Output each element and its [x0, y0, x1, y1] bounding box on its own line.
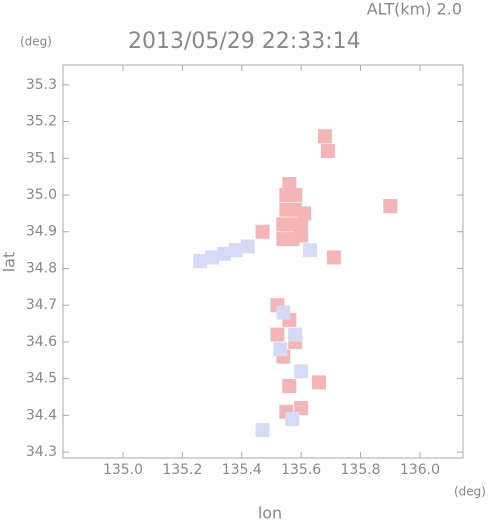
radar-cell [282, 177, 297, 192]
radar-cell [288, 327, 303, 342]
y-tick-label: 34.3 [26, 444, 57, 460]
radar-cell [288, 188, 303, 203]
y-axis-label: lat [0, 252, 19, 273]
x-tick-label: 135.6 [281, 462, 321, 478]
x-axis-label: lon [258, 504, 282, 521]
radar-cell [294, 217, 309, 232]
plot-frame [62, 64, 464, 459]
y-tick-label: 34.7 [26, 297, 57, 313]
chart-title: 2013/05/29 22:33:14 [128, 29, 361, 54]
radar-cell [311, 375, 326, 390]
radar-cell [216, 246, 231, 261]
radar-cell [255, 224, 270, 239]
radar-cell [317, 129, 332, 144]
x-tick-label: 136.0 [400, 462, 440, 478]
x-tick-label: 135.0 [103, 462, 143, 478]
y-tick-label: 34.9 [26, 224, 57, 240]
y-tick-label: 34.5 [26, 371, 57, 387]
y-tick-label: 35.3 [26, 77, 57, 93]
radar-cell [273, 342, 288, 357]
radar-cell [297, 206, 312, 221]
y-tick-label: 34.4 [26, 407, 57, 423]
radar-cell [205, 250, 220, 265]
radar-cell [228, 243, 243, 258]
radar-cell [240, 239, 255, 254]
radar-cell [303, 243, 318, 258]
radar-cell [193, 254, 208, 269]
y-tick-label: 34.8 [26, 260, 57, 276]
y-tick-label: 34.6 [26, 334, 57, 350]
radar-cell [320, 143, 335, 158]
radar-cell [282, 379, 297, 394]
subtitle: ALT(km) 2.0 [367, 0, 462, 19]
x-tick-label: 135.2 [162, 462, 202, 478]
radar-cell [255, 423, 270, 438]
radar-cell [270, 327, 285, 342]
radar-cell [326, 250, 341, 265]
radar-cell [294, 401, 309, 416]
y-unit: (deg) [20, 35, 52, 49]
radar-cell [383, 199, 398, 214]
y-tick-label: 35.2 [26, 114, 57, 130]
radar-cell [276, 305, 291, 320]
x-unit: (deg) [454, 485, 486, 499]
radar-cell [294, 364, 309, 379]
radar-cell [285, 412, 300, 427]
y-tick-label: 35.1 [26, 150, 57, 166]
x-tick-label: 135.8 [341, 462, 381, 478]
radar-cell [294, 228, 309, 243]
x-tick-label: 135.4 [222, 462, 262, 478]
y-tick-label: 35.0 [26, 187, 57, 203]
